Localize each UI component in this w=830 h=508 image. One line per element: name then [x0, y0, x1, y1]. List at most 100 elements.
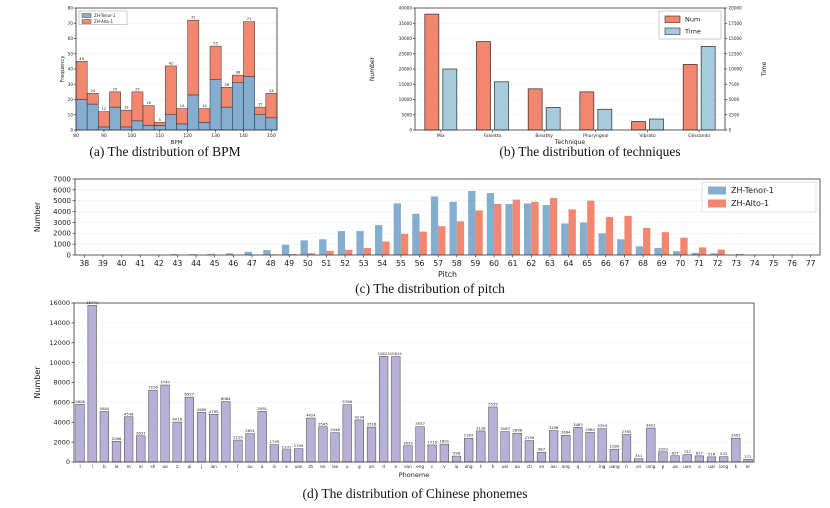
axis-tick-label: 30000 [399, 36, 413, 41]
axis-tick-label: ie [115, 464, 119, 469]
bar-value-label: 72 [191, 16, 196, 20]
bar-alto [153, 122, 166, 126]
bar-tenor [142, 125, 155, 131]
bar-tenor [244, 251, 252, 255]
bar-alto [512, 199, 520, 255]
bar-alto [494, 203, 502, 255]
axis-tick-label: 12000 [49, 339, 70, 347]
bar-phoneme [306, 417, 316, 463]
bar-phoneme [75, 404, 85, 463]
axis-tick-label: 0 [409, 128, 412, 133]
axis-tick-label: iou [550, 464, 557, 469]
chart-phonemes: 5806l15771i5084b2086ie4549m2637ei7226sh7… [33, 299, 755, 479]
bar-tenor [265, 117, 278, 131]
axis-tick-label: 6000 [53, 399, 70, 407]
legend-swatch [708, 186, 726, 195]
bar-value-label: 24 [269, 89, 274, 93]
axis-tick-label: t [480, 464, 482, 469]
axis-tick-label: ou [247, 464, 253, 469]
bar-value-label: 5535 [488, 401, 498, 406]
bar-time [545, 107, 561, 131]
bar-alto [176, 108, 188, 125]
bar-value-label: 1715 [427, 439, 437, 444]
bar-value-label: 16 [146, 101, 151, 105]
caption-a: (a) The distribution of BPM [89, 144, 241, 159]
axis-tick-label: eng [416, 464, 424, 469]
axis-tick-label: 10000 [49, 359, 70, 367]
axis-tick-label: m [127, 464, 131, 469]
axis-tick-label: 25000 [399, 51, 413, 56]
x-axis-label: BPM [171, 140, 183, 146]
axis-tick-label: 140 [239, 133, 248, 139]
bar-value-label: 2694 [561, 430, 571, 435]
bar-alto [307, 253, 316, 255]
axis-tick-label: ai [187, 464, 191, 469]
bar-value-label: 1231 [282, 444, 292, 449]
axis-tick-label: 0 [67, 251, 71, 259]
axis-tick-label: p [662, 464, 665, 469]
axis-tick-label: 38 [79, 259, 89, 268]
bar-tenor [98, 126, 110, 131]
bar-tenor [220, 106, 233, 131]
axis-tick-label: j [200, 464, 202, 469]
bar-phoneme [196, 412, 207, 463]
axis-tick-label: 68 [638, 259, 648, 268]
plot-frame [74, 178, 821, 256]
bar-tenor [356, 231, 364, 255]
bar-value-label: 5 [159, 118, 161, 122]
bar-tenor [412, 213, 420, 255]
bar-phoneme [561, 434, 571, 463]
bar-phoneme [609, 448, 619, 463]
axis-tick-label: 7500 [729, 82, 740, 87]
bar-alto [109, 91, 121, 108]
legend-swatch [81, 13, 92, 18]
bar-value-label: 4549 [124, 411, 134, 416]
bar-value-label: 1289 [610, 444, 620, 449]
bar-alto [243, 21, 255, 77]
bar-tenor [505, 203, 513, 255]
axis-tick-label: uei [502, 464, 508, 469]
bar-tenor [561, 223, 569, 255]
bar-alto [289, 254, 297, 255]
axis-tick-label: 70 [68, 21, 74, 26]
axis-tick-label: vn [636, 464, 641, 469]
bar-phoneme [743, 459, 753, 463]
bar-time [700, 46, 716, 131]
bar-value-label: 617 [696, 450, 704, 455]
bar-value-label: 4016 [172, 417, 182, 422]
bar-value-label: 2948 [330, 427, 340, 432]
axis-tick-label: 6000 [53, 186, 71, 194]
axis-tick-label: 61 [508, 259, 518, 268]
bar-value-label: 45 [79, 57, 84, 61]
bar-value-label: 5091 [257, 406, 267, 411]
bar-tenor [188, 254, 197, 255]
axis-tick-label: 40 [68, 67, 74, 72]
bar-tenor [226, 253, 234, 255]
axis-tick-label: 2000 [53, 230, 71, 238]
bar-phoneme [512, 432, 522, 463]
bar-value-label: 42 [169, 61, 174, 65]
x-axis-label: Phoneme [399, 471, 429, 479]
chart-pitch: 38 39 40 41 42 43 44 45 46 47 48 49 50 51 52 53 54 55 56 57… [33, 176, 821, 279]
bar-value-label: 2765 [622, 429, 632, 434]
legend-label: ZH-Tenor-1 [94, 13, 116, 18]
bar-phoneme [342, 404, 352, 463]
bar-value-label: 341 [635, 453, 643, 458]
axis-tick-label: uen [683, 464, 691, 469]
y-axis-label: Frequency [60, 56, 66, 83]
x-axis-label: Technique [554, 139, 586, 146]
bar-alto [187, 19, 200, 96]
axis-tick-label: an [369, 464, 375, 469]
bar-tenor [75, 99, 88, 131]
bar-tenor [393, 203, 401, 255]
bar-tenor [710, 253, 718, 255]
bar-value-label: 2086 [112, 436, 122, 441]
bar-phoneme [318, 426, 328, 463]
bar-value-label: 2898 [512, 428, 522, 433]
axis-tick-label: 100 [128, 133, 137, 139]
legend-label: Time [684, 28, 701, 36]
axis-tick-label: 58 [452, 259, 462, 268]
bar-num [424, 13, 440, 131]
axis-tick-label: ve [539, 464, 544, 469]
chart-bpm: 45 24 12 25 13 25 16 5 42 14 72 14 55 28 36 71 15 24 80 90 1… [60, 6, 278, 146]
